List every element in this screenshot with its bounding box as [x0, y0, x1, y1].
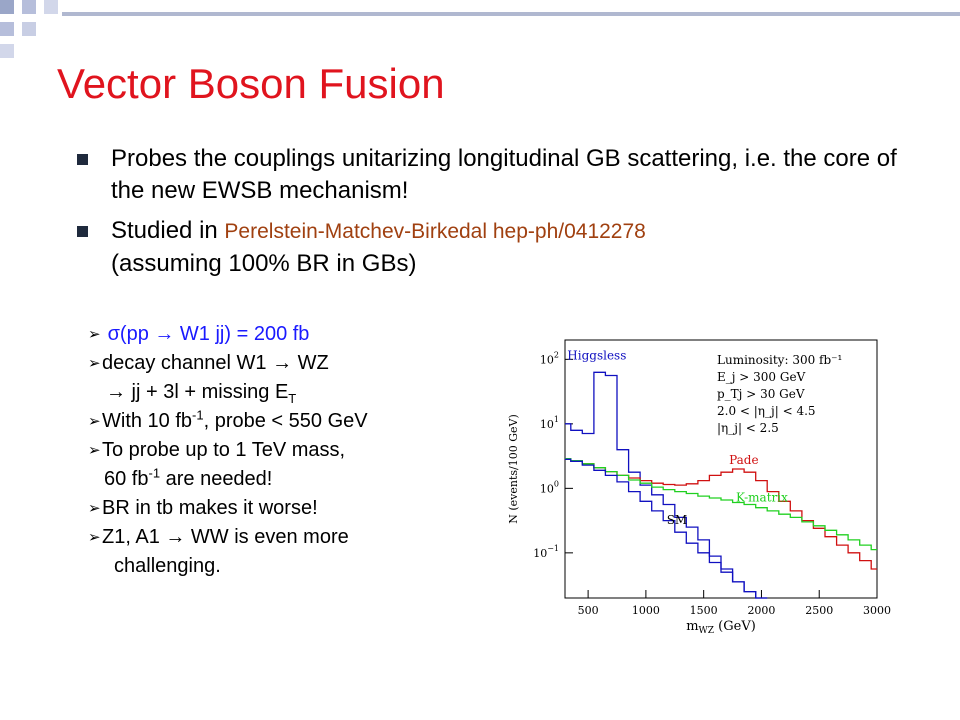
series-k-matrix [565, 458, 877, 551]
arrow-bullet-icon: ➢ [88, 529, 101, 546]
subitem-decay: ➢ decay channel W1 → WZ [88, 349, 488, 378]
bullet-studied: Studied in Perelstein-Matchev-Birkedal h… [75, 215, 935, 280]
y-axis-label: N (events/100 GeV) [507, 414, 520, 524]
subitem-sigma: ➢ σ(pp → W1 jj) = 200 fb [88, 320, 488, 349]
subitem-decay-continuation: → jj + 3l + missing ET [106, 381, 297, 406]
arrow-bullet-icon: ➢ [88, 326, 101, 343]
x-tick-label: 1000 [632, 604, 660, 617]
arrow-bullet-icon: ➢ [88, 413, 101, 430]
cut-annotation: Luminosity: 300 fb⁻¹ [717, 353, 842, 367]
series-label: Pade [729, 453, 758, 467]
bullet-lead: Studied in [111, 217, 225, 244]
cut-annotation: E_j > 300 GeV [717, 370, 806, 384]
y-tick-label: 10−1 [533, 544, 559, 560]
subitem-z1-continuation: challenging. [114, 555, 221, 577]
arrow-bullet-icon: ➢ [88, 355, 101, 372]
x-tick-label: 2500 [805, 604, 833, 617]
x-tick-label: 2000 [747, 604, 775, 617]
x-tick-label: 3000 [863, 604, 891, 617]
cut-annotation: 2.0 < |η_j| < 4.5 [717, 404, 816, 418]
mwz-distribution-plot: 500 1000 1500 2000 2500 3000 102 101 100 10−1 Hig… [507, 339, 891, 636]
main-bullet-list: Probes the couplings unitarizing longitu… [75, 143, 935, 288]
series-sm [565, 458, 768, 599]
subitem-z1: ➢ Z1, A1 → WW is even more [88, 523, 488, 552]
x-tick-label: 1500 [690, 604, 718, 617]
subitem-with: ➢ With 10 fb-1, probe < 550 GeV [88, 407, 488, 436]
x-tick-label: 500 [578, 604, 599, 617]
sub-bullet-list: ➢ σ(pp → W1 jj) = 200 fb ➢ decay channel… [88, 320, 488, 581]
bullet-probes: Probes the couplings unitarizing longitu… [75, 143, 935, 207]
plot-frame [564, 339, 878, 599]
slide-title: Vector Boson Fusion [57, 60, 445, 107]
arrow-bullet-icon: ➢ [88, 442, 101, 459]
bullet-text: Probes the couplings unitarizing longitu… [111, 145, 897, 204]
subitem-br: ➢ BR in tb makes it worse! [88, 494, 488, 523]
x-axis-label: mWZ (GeV) [686, 619, 756, 636]
arrow-bullet-icon: ➢ [88, 500, 101, 517]
reference-citation: Perelstein-Matchev-Birkedal hep-ph/04122… [224, 220, 646, 243]
subitem-probe: ➢ To probe up to 1 TeV mass, [88, 436, 488, 465]
series-label: K-matrix [736, 490, 788, 504]
top-rule [62, 12, 960, 16]
bullet-square-icon [77, 154, 88, 165]
series-higgsless [565, 371, 768, 599]
subitem-probe-continuation: 60 fb-1 are needed! [104, 465, 273, 490]
series-label: Higgsless [567, 348, 626, 362]
cut-annotation: p_Tj > 30 GeV [717, 387, 805, 401]
bullet-tail: (assuming 100% BR in GBs) [111, 250, 417, 277]
series-label: SM [667, 513, 688, 527]
bullet-square-icon [77, 226, 88, 237]
y-tick-label: 101 [540, 415, 559, 431]
cut-annotation: |η_j| < 2.5 [717, 421, 779, 435]
y-tick-label: 100 [540, 479, 559, 495]
y-tick-label: 102 [540, 350, 559, 366]
corner-decoration [0, 0, 80, 60]
